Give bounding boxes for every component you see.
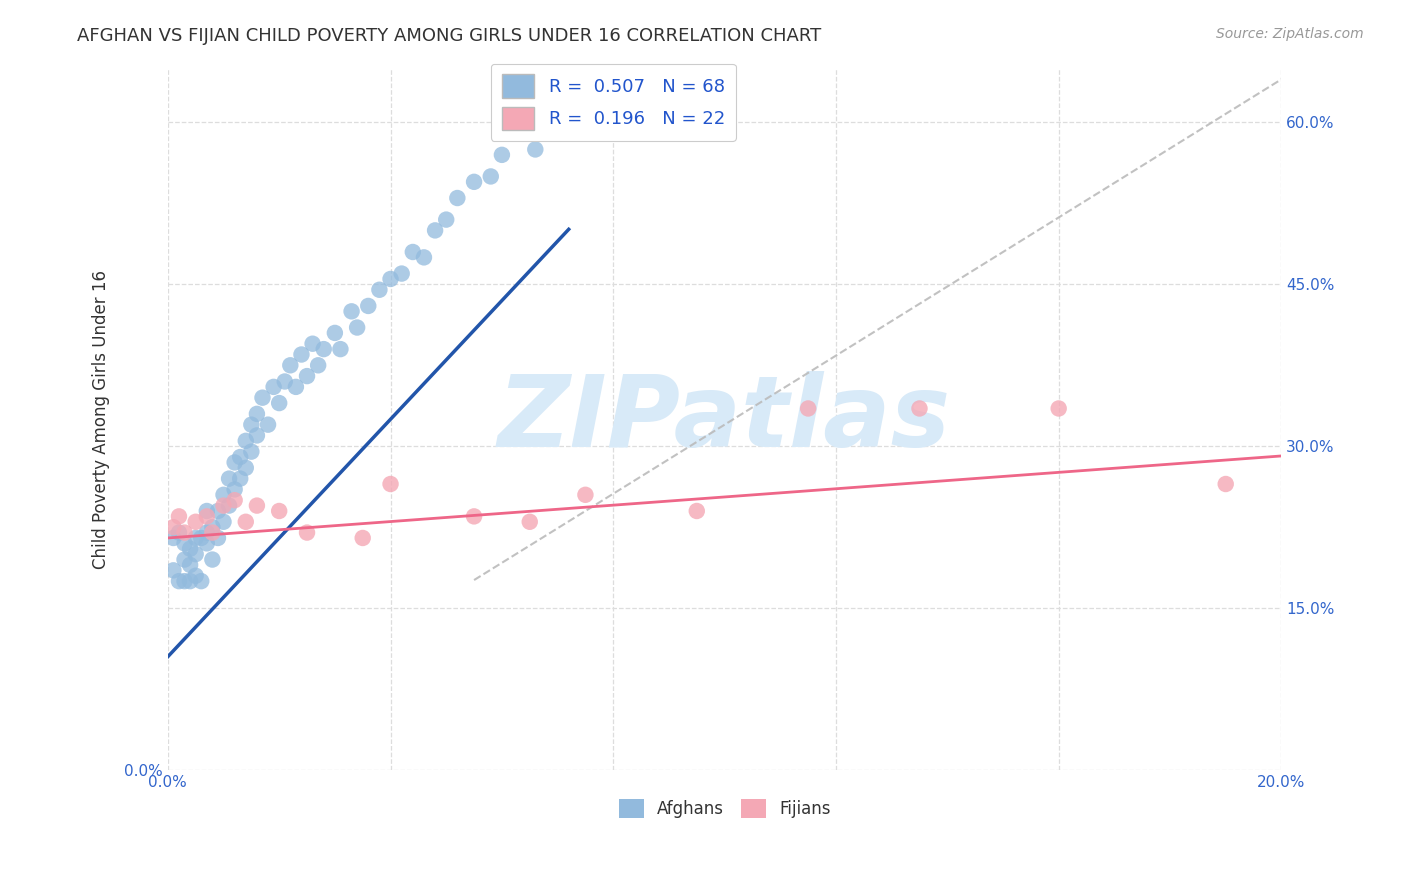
Point bbox=[252, 391, 274, 405]
Point bbox=[1047, 401, 1070, 416]
Point bbox=[173, 552, 195, 566]
Point bbox=[218, 472, 240, 486]
Point bbox=[446, 191, 468, 205]
Point bbox=[413, 251, 436, 265]
Point bbox=[201, 520, 224, 534]
Point bbox=[352, 531, 374, 545]
Point bbox=[224, 493, 246, 508]
Point bbox=[212, 499, 235, 513]
Point bbox=[179, 541, 201, 556]
Point bbox=[173, 536, 195, 550]
Point bbox=[167, 525, 190, 540]
Point bbox=[402, 244, 425, 259]
Point bbox=[162, 520, 184, 534]
Point bbox=[240, 444, 263, 458]
Point bbox=[240, 417, 263, 432]
Point bbox=[207, 504, 229, 518]
Point bbox=[201, 552, 224, 566]
Point bbox=[184, 515, 207, 529]
Point bbox=[479, 169, 502, 184]
Point bbox=[229, 450, 252, 464]
Point bbox=[212, 515, 235, 529]
Text: ZIPatlas: ZIPatlas bbox=[498, 371, 952, 467]
Point bbox=[269, 504, 291, 518]
Point bbox=[295, 369, 318, 384]
Point bbox=[524, 143, 547, 157]
Point bbox=[312, 342, 335, 356]
Y-axis label: Child Poverty Among Girls Under 16: Child Poverty Among Girls Under 16 bbox=[93, 269, 110, 569]
Point bbox=[323, 326, 346, 340]
Point bbox=[195, 504, 218, 518]
Point bbox=[423, 223, 446, 237]
Point bbox=[284, 380, 307, 394]
Point bbox=[463, 175, 485, 189]
Text: AFGHAN VS FIJIAN CHILD POVERTY AMONG GIRLS UNDER 16 CORRELATION CHART: AFGHAN VS FIJIAN CHILD POVERTY AMONG GIR… bbox=[77, 27, 821, 45]
Point bbox=[195, 525, 218, 540]
Point bbox=[340, 304, 363, 318]
Point bbox=[301, 336, 323, 351]
Point bbox=[380, 477, 402, 491]
Point bbox=[434, 212, 457, 227]
Point bbox=[574, 488, 596, 502]
Point bbox=[329, 342, 352, 356]
Point bbox=[274, 375, 297, 389]
Point bbox=[179, 558, 201, 572]
Text: Source: ZipAtlas.com: Source: ZipAtlas.com bbox=[1216, 27, 1364, 41]
Point bbox=[207, 531, 229, 545]
Point bbox=[263, 380, 285, 394]
Point bbox=[184, 568, 207, 582]
Point bbox=[246, 499, 269, 513]
Point bbox=[190, 531, 212, 545]
Point bbox=[380, 272, 402, 286]
Point bbox=[235, 434, 257, 448]
Point bbox=[1215, 477, 1237, 491]
Point bbox=[184, 531, 207, 545]
Point bbox=[278, 359, 301, 373]
Point bbox=[908, 401, 931, 416]
Point bbox=[173, 525, 195, 540]
Point bbox=[162, 531, 184, 545]
Point bbox=[269, 396, 291, 410]
Point bbox=[246, 407, 269, 421]
Point bbox=[195, 536, 218, 550]
Point bbox=[491, 148, 513, 162]
Point bbox=[224, 483, 246, 497]
Point bbox=[346, 320, 368, 334]
Point bbox=[224, 455, 246, 469]
Point bbox=[173, 574, 195, 589]
Point bbox=[246, 428, 269, 442]
Point bbox=[391, 267, 413, 281]
Point bbox=[508, 126, 530, 140]
Point bbox=[357, 299, 380, 313]
Point bbox=[797, 401, 820, 416]
Point bbox=[167, 509, 190, 524]
Point bbox=[307, 359, 329, 373]
Point bbox=[257, 417, 280, 432]
Point bbox=[686, 504, 709, 518]
Point bbox=[547, 115, 569, 129]
Point bbox=[235, 515, 257, 529]
Point bbox=[195, 509, 218, 524]
Point bbox=[184, 547, 207, 561]
Point bbox=[218, 499, 240, 513]
Point bbox=[463, 509, 485, 524]
Point bbox=[368, 283, 391, 297]
Point bbox=[201, 525, 224, 540]
Point bbox=[295, 525, 318, 540]
Point bbox=[229, 472, 252, 486]
Point bbox=[562, 94, 585, 108]
Legend: Afghans, Fijians: Afghans, Fijians bbox=[612, 792, 837, 825]
Point bbox=[179, 574, 201, 589]
Point bbox=[212, 488, 235, 502]
Point bbox=[162, 563, 184, 577]
Point bbox=[290, 347, 312, 361]
Point bbox=[235, 460, 257, 475]
Point bbox=[167, 574, 190, 589]
Point bbox=[190, 574, 212, 589]
Point bbox=[519, 515, 541, 529]
